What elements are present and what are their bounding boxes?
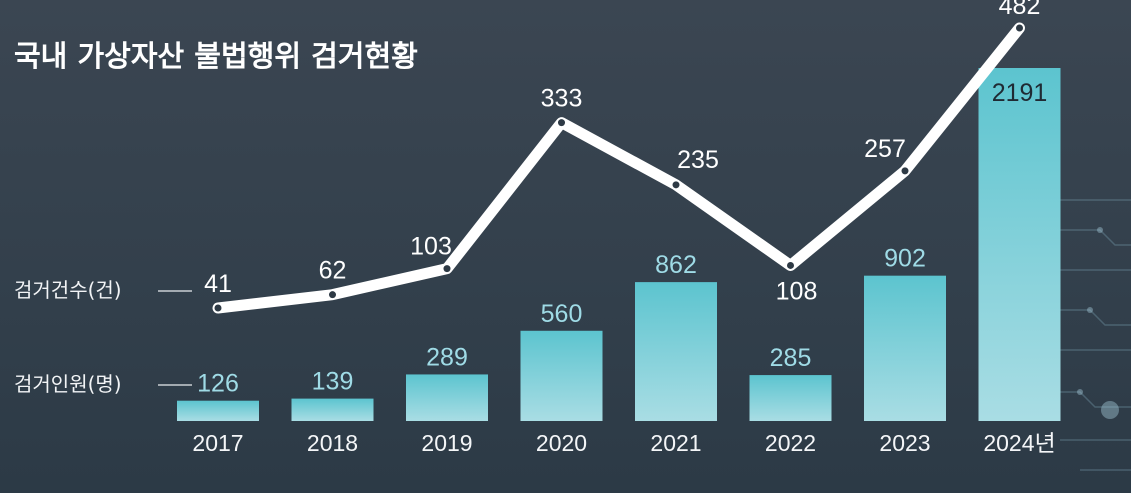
bar [864,275,946,421]
bar-series: 126 139 289 560 862 285 902 2191 [177,68,1061,421]
bar [635,282,717,421]
circuit-decoration [1060,199,1131,471]
line-value-label: 62 [319,257,347,285]
x-tick-label: 2024년 [983,430,1055,456]
bar [406,374,488,421]
bar-value-label: 902 [884,245,926,273]
legend-bar-series: 검거인원(명) [14,372,122,396]
bar-value-label: 289 [426,343,468,371]
line-value-label: 41 [204,270,232,298]
x-tick-label: 2023 [879,430,930,456]
line-value-label: 257 [864,135,906,163]
line-value-label: 333 [541,85,583,113]
line-value-label: 108 [776,277,818,305]
x-tick-label: 2017 [192,430,243,456]
x-tick-label: 2021 [650,430,701,456]
x-tick-label: 2019 [421,430,472,456]
line-value-label: 235 [677,146,719,174]
bar [520,330,603,421]
line-point [901,167,909,175]
line-point [214,304,222,312]
line-value-label: 103 [410,233,452,261]
bar-value-label: 560 [541,300,583,328]
chart-title: 국내 가상자산 불법행위 검거현황 [14,39,418,73]
bar-value-label: 139 [312,368,354,396]
bar [749,375,832,421]
bar-value-label: 2191 [992,79,1048,107]
line-point [329,291,336,299]
line-point [672,181,680,189]
legend-line-series: 검거건수(건) [14,278,122,302]
x-tick-label: 2018 [307,430,358,456]
bar-value-label: 126 [197,370,239,398]
bar [978,68,1061,421]
x-axis: 2017 2018 2019 2020 2021 2022 2023 2024년 [192,430,1055,456]
x-tick-label: 2022 [765,430,816,456]
x-tick-label: 2020 [536,430,587,456]
line-point [558,119,565,127]
line-value-label: 482 [999,0,1041,20]
bar-value-label: 862 [655,251,697,279]
bar-value-label: 285 [770,344,812,372]
bar [177,400,259,421]
line-point [1016,24,1023,32]
line-point [443,265,451,273]
line-path [212,22,1025,314]
legend: 검거건수(건) 검거인원(명) [14,278,192,396]
line-point [787,261,794,269]
line-series: 41 62 103 333 235 108 257 482 [204,0,1041,314]
bar [291,398,374,421]
